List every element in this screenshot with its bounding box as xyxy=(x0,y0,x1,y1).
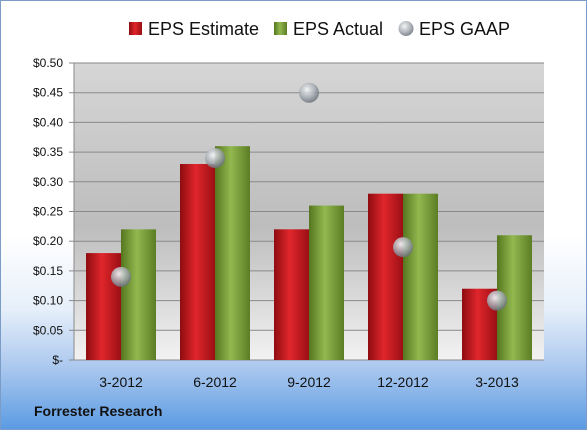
bars xyxy=(86,146,532,360)
bar-eps-actual xyxy=(215,146,250,360)
bar-eps-actual xyxy=(403,193,438,360)
y-tick-label: $0.35 xyxy=(33,145,63,159)
x-tick-label: 9-2012 xyxy=(287,374,331,390)
x-tick-label: 3-2013 xyxy=(475,374,519,390)
legend-swatch-estimate xyxy=(129,22,142,35)
y-tick-label: $0.50 xyxy=(33,56,63,70)
source-label: Forrester Research xyxy=(34,403,163,419)
y-tick-label: $0.45 xyxy=(33,86,63,100)
y-axis-ticks: $- $0.05 $0.10 $0.15 $0.20 $0.25 $0.30 $0.35 $0.… xyxy=(33,56,63,367)
y-tick-label: $0.25 xyxy=(33,205,63,219)
point-eps-gaap xyxy=(393,237,413,258)
bar-eps-estimate xyxy=(274,229,309,360)
y-tick-label: $- xyxy=(52,353,63,367)
gaap-points xyxy=(111,82,507,311)
y-tick-label: $0.15 xyxy=(33,264,63,278)
y-tick-label: $0.40 xyxy=(33,115,63,129)
bar-eps-estimate xyxy=(180,163,215,360)
point-eps-gaap xyxy=(487,290,507,311)
legend-swatch-actual xyxy=(274,22,287,35)
bar-eps-estimate xyxy=(368,193,403,360)
x-axis-ticks: 3-2012 6-2012 9-2012 12-2012 3-2013 xyxy=(99,374,519,390)
y-tick-label: $0.30 xyxy=(33,175,63,189)
bar-eps-actual xyxy=(309,205,344,360)
x-tick-label: 3-2012 xyxy=(99,374,143,390)
point-eps-gaap xyxy=(299,82,319,103)
legend-label-actual: EPS Actual xyxy=(293,19,383,39)
legend-swatch-gaap xyxy=(398,21,414,36)
legend-label-estimate: EPS Estimate xyxy=(148,19,259,39)
y-tick-label: $0.20 xyxy=(33,234,63,248)
point-eps-gaap xyxy=(111,266,131,287)
y-tick-label: $0.10 xyxy=(33,294,63,308)
legend: EPS Estimate EPS Actual EPS GAAP xyxy=(129,19,510,39)
x-tick-label: 6-2012 xyxy=(193,374,237,390)
legend-label-gaap: EPS GAAP xyxy=(419,19,510,39)
bar-eps-actual xyxy=(121,229,156,360)
y-tick-label: $0.05 xyxy=(33,323,63,337)
point-eps-gaap xyxy=(205,148,225,169)
x-tick-label: 12-2012 xyxy=(377,374,429,390)
